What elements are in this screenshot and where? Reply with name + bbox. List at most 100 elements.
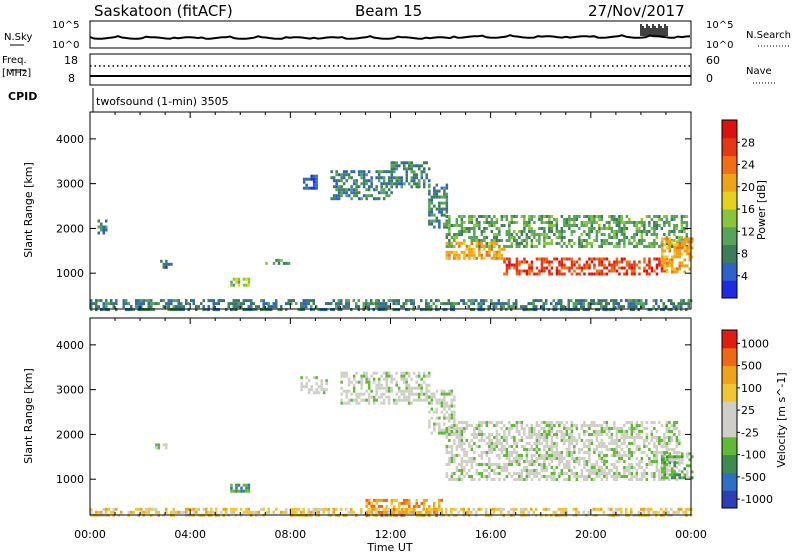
data-cell	[360, 170, 363, 174]
data-cell	[540, 269, 544, 273]
data-cell	[485, 442, 489, 445]
data-cell	[407, 371, 411, 375]
data-cell	[628, 466, 631, 469]
data-region	[428, 183, 449, 229]
data-cell	[675, 457, 679, 460]
data-cell	[495, 241, 499, 245]
data-cell	[525, 451, 529, 454]
data-cell	[665, 257, 669, 261]
data-cell	[671, 255, 674, 259]
data-cell	[673, 243, 676, 247]
data-cell	[645, 507, 648, 511]
data-cell	[467, 510, 470, 514]
data-cell	[352, 191, 356, 195]
data-cell	[255, 305, 258, 309]
data-cell	[400, 179, 403, 183]
data-cell	[90, 305, 93, 309]
data-cell	[543, 463, 546, 466]
data-cell	[433, 219, 436, 223]
data-cell	[563, 433, 566, 436]
data-cell	[403, 182, 406, 186]
data-cell	[97, 231, 100, 235]
data-cell	[653, 242, 656, 245]
data-cell	[595, 448, 599, 451]
data-cell	[661, 237, 664, 241]
data-cell	[565, 466, 569, 469]
data-cell	[367, 392, 371, 396]
data-cell	[417, 386, 421, 390]
data-cell	[357, 191, 361, 195]
data-cell	[565, 224, 569, 227]
data-cell	[210, 510, 213, 514]
data-cell	[543, 421, 546, 424]
data-cell	[438, 195, 441, 199]
data-cell	[515, 257, 519, 261]
data-cell	[655, 221, 659, 224]
data-cell	[670, 430, 674, 433]
data-cell	[357, 308, 360, 312]
data-cell	[415, 386, 418, 390]
data-cell	[560, 263, 564, 267]
data-cell	[520, 475, 524, 478]
data-cell	[542, 507, 545, 511]
data-cell	[428, 207, 431, 211]
data-cell	[555, 510, 558, 514]
data-cell	[593, 421, 596, 424]
data-cell	[488, 460, 491, 463]
data-cell	[580, 299, 583, 303]
data-cell	[428, 395, 431, 399]
data-cell	[430, 401, 434, 405]
data-cell	[150, 299, 153, 303]
data-cell	[365, 374, 368, 378]
data-cell	[412, 308, 415, 312]
data-cell	[310, 299, 313, 303]
data-cell	[498, 433, 501, 436]
data-cell	[412, 392, 416, 396]
data-cell	[573, 242, 576, 245]
data-cell	[392, 302, 395, 306]
data-cell	[548, 448, 551, 451]
data-cell	[578, 475, 581, 478]
data-cell	[593, 478, 596, 481]
data-cell	[570, 439, 574, 442]
data-cell	[463, 230, 466, 233]
data-cell	[623, 266, 626, 270]
data-cell	[365, 302, 368, 306]
data-cell	[395, 401, 398, 405]
data-cell	[507, 299, 510, 303]
data-cell	[625, 469, 629, 472]
data-cell	[448, 221, 451, 224]
data-cell	[443, 186, 446, 190]
data-cell	[488, 475, 491, 478]
data-cell	[648, 215, 651, 218]
data-cell	[648, 257, 651, 261]
data-cell	[653, 436, 656, 439]
data-cell	[650, 421, 654, 424]
data-cell	[671, 240, 674, 244]
data-cell	[460, 439, 464, 442]
data-cell	[430, 308, 433, 312]
data-cell	[385, 185, 388, 189]
data-cell	[625, 263, 629, 267]
data-cell	[150, 302, 153, 306]
data-cell	[425, 389, 428, 393]
data-cell	[493, 239, 496, 242]
data-cell	[473, 247, 476, 251]
data-cell	[548, 215, 551, 218]
data-cell	[247, 507, 250, 511]
data-cell	[305, 385, 308, 389]
data-cell	[613, 466, 616, 469]
data-cell	[493, 424, 496, 427]
data-cell	[620, 448, 624, 451]
data-cell	[160, 299, 163, 303]
data-cell	[392, 510, 395, 514]
data-cell	[400, 185, 403, 189]
data-cell	[290, 507, 293, 511]
data-cell	[533, 430, 536, 433]
data-cell	[658, 215, 661, 218]
data-cell	[618, 475, 621, 478]
data-cell	[387, 386, 391, 390]
data-cell	[485, 250, 489, 254]
data-cell	[493, 463, 496, 466]
data-cell	[488, 439, 491, 442]
